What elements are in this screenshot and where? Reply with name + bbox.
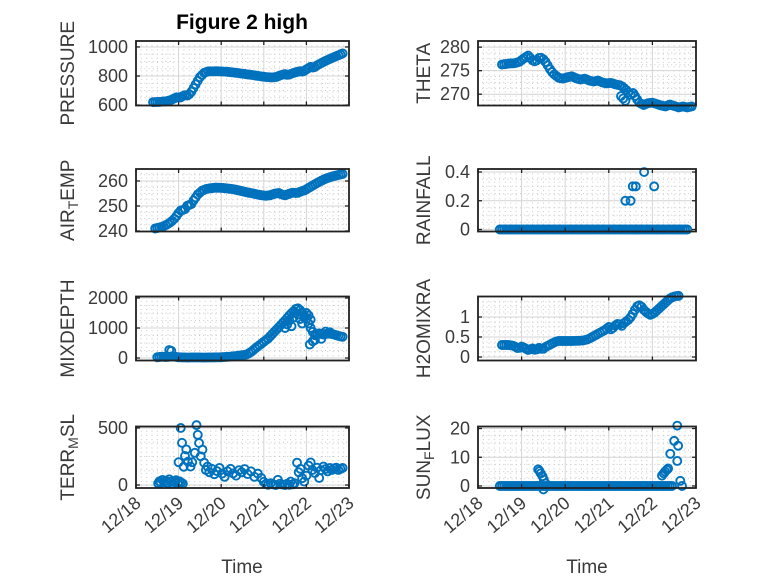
x-tick-label: 12/20 [526, 493, 573, 537]
y-tick-label: 0 [118, 475, 128, 495]
axes-box [135, 295, 350, 362]
y-tick-label: 0 [118, 348, 128, 368]
axes-box [135, 40, 350, 107]
y-tick-label: 1 [460, 307, 470, 327]
data-markers [150, 169, 348, 234]
y-tick-label: 0.5 [445, 327, 470, 347]
subplot-sun_flux: 0 10 20 SUNFLUX12/1812/1912/2012/2112/2212/… [414, 414, 705, 537]
y-axis-label: PRESSURE [58, 21, 79, 126]
y-axis-label: TERRMSL [58, 414, 81, 501]
data-markers [153, 420, 348, 490]
y-tick-label: 250 [98, 196, 128, 216]
y-tick-label: 10 [450, 447, 470, 467]
x-tick-label: 12/18 [97, 493, 144, 537]
x-tick-label: 12/18 [439, 493, 486, 537]
x-axis-label-right: Time [566, 557, 608, 578]
y-tick-label: 500 [98, 418, 128, 438]
y-tick-label: 0 [460, 347, 470, 367]
data-markers [152, 303, 348, 363]
y-tick-label: 0.2 [445, 191, 470, 211]
y-axis-label: AIRTEMP [58, 160, 81, 241]
subplot-pressure: 600 800 1000 PRESSURE [58, 21, 350, 126]
y-tick-label: 0 [460, 219, 470, 239]
axes-box [477, 425, 697, 489]
y-tick-label: 0.4 [445, 162, 470, 182]
y-axis-label: THETA [414, 42, 435, 103]
x-tick-label: 12/21 [570, 493, 617, 537]
y-tick-label: 280 [440, 37, 470, 57]
y-tick-label: 260 [98, 171, 128, 191]
y-tick-label: 0 [460, 476, 470, 496]
subplot-rainfall: 0 0.2 0.4 RAINFALL [414, 155, 697, 245]
y-tick-label: 270 [440, 84, 470, 104]
y-tick-label: 800 [98, 66, 128, 86]
y-axis-label: SUNFLUX [414, 414, 437, 500]
subplot-h2omixra: 00.51 H2OMIXRA [414, 279, 697, 379]
data-markers [494, 167, 693, 235]
y-tick-label: 240 [98, 221, 128, 241]
x-tick-label: 12/21 [225, 493, 272, 537]
subplot-mixdepth: 0 1000 2000 MIXDEPTH [58, 279, 350, 378]
axes-box [477, 40, 697, 107]
y-axis-label: MIXDEPTH [58, 279, 79, 377]
y-tick-label: 1000 [88, 37, 128, 57]
x-tick-label: 12/19 [140, 493, 187, 537]
data-markers [494, 420, 687, 495]
data-markers [148, 48, 348, 108]
y-tick-label: 2000 [88, 288, 128, 308]
minor-grid [478, 169, 696, 232]
axes-box [135, 168, 350, 233]
minor-grid [478, 40, 696, 106]
y-tick-label: 20 [450, 419, 470, 439]
x-tick-label: 12/23 [310, 493, 357, 537]
subplot-terr_msl: 0 500 TERRMSL 12/1812/1912/2012/2112/2212/2… [58, 414, 358, 537]
x-tick-label: 12/19 [483, 493, 530, 537]
x-tick-label: 12/23 [657, 493, 704, 537]
data-markers [497, 290, 684, 355]
x-tick-label: 12/22 [614, 493, 661, 537]
subplot-air_temp: 240 250 260 AIRTEMP [58, 160, 350, 241]
axes-box [135, 425, 350, 489]
axes-box [477, 168, 697, 233]
x-tick-label: 12/20 [182, 493, 229, 537]
y-tick-label: 1000 [88, 318, 128, 338]
data-markers [497, 50, 697, 113]
y-tick-label: 275 [440, 61, 470, 81]
y-tick-label: 600 [98, 95, 128, 115]
x-axis-label-left: Time [221, 557, 263, 578]
y-axis-label: RAINFALL [414, 155, 435, 245]
y-axis-label: H2OMIXRA [414, 279, 435, 379]
figure-title: Figure 2 high [176, 11, 308, 34]
x-tick-label: 12/22 [268, 493, 315, 537]
axes-box [477, 295, 697, 362]
